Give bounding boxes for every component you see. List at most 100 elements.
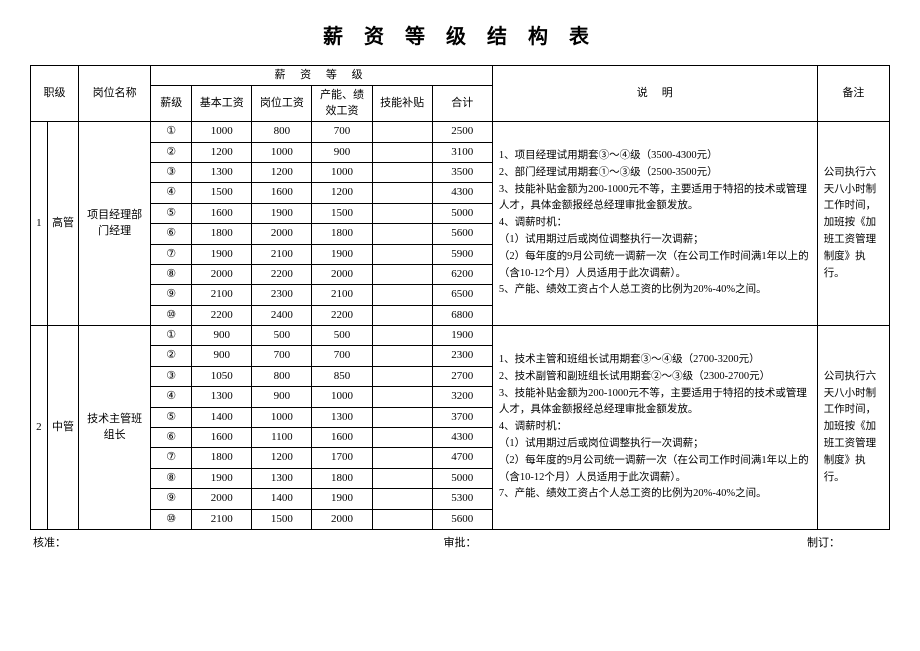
header-base: 基本工资 [192, 86, 252, 122]
cell-pos: 800 [252, 366, 312, 386]
cell-total: 3500 [432, 162, 492, 182]
cell-g: ⑥ [151, 428, 192, 448]
cell-skill [372, 407, 432, 427]
cell-skill [372, 489, 432, 509]
cell-skill [372, 428, 432, 448]
cell-total: 5300 [432, 489, 492, 509]
cell-perf: 1900 [312, 244, 372, 264]
cell-pos: 1600 [252, 183, 312, 203]
cell-pos: 1000 [252, 407, 312, 427]
cell-pos: 500 [252, 326, 312, 346]
cell-total: 5600 [432, 509, 492, 529]
cell-base: 1050 [192, 366, 252, 386]
cell-base: 1600 [192, 428, 252, 448]
cell-total: 2500 [432, 122, 492, 142]
group-desc: 1、技术主管和班组长试用期套③～④级（2700-3200元）2、技术副管和副班组… [492, 326, 817, 530]
cell-total: 5900 [432, 244, 492, 264]
cell-g: ⑨ [151, 285, 192, 305]
cell-pos: 2400 [252, 305, 312, 325]
cell-perf: 500 [312, 326, 372, 346]
cell-skill [372, 305, 432, 325]
header-desc: 说明 [492, 66, 817, 122]
cell-base: 1000 [192, 122, 252, 142]
cell-perf: 700 [312, 346, 372, 366]
cell-perf: 1000 [312, 387, 372, 407]
cell-skill [372, 448, 432, 468]
cell-base: 2200 [192, 305, 252, 325]
cell-total: 5600 [432, 224, 492, 244]
cell-pos: 1200 [252, 162, 312, 182]
cell-base: 1900 [192, 244, 252, 264]
cell-g: ③ [151, 162, 192, 182]
footer-create: 制订： [603, 532, 890, 553]
cell-pos: 2000 [252, 224, 312, 244]
cell-base: 2000 [192, 489, 252, 509]
cell-perf: 1300 [312, 407, 372, 427]
cell-total: 4300 [432, 428, 492, 448]
cell-g: ⑦ [151, 448, 192, 468]
footer-approve: 核准： [30, 532, 317, 553]
cell-skill [372, 224, 432, 244]
cell-pos: 2200 [252, 264, 312, 284]
header-skill: 技能补贴 [372, 86, 432, 122]
cell-pos: 1300 [252, 468, 312, 488]
cell-total: 1900 [432, 326, 492, 346]
cell-pos: 1000 [252, 142, 312, 162]
header-perf: 产能、绩效工资 [312, 86, 372, 122]
group-level: 中管 [47, 326, 78, 530]
header-grade: 薪级 [151, 86, 192, 122]
cell-base: 1800 [192, 448, 252, 468]
cell-total: 3200 [432, 387, 492, 407]
cell-perf: 1600 [312, 428, 372, 448]
cell-g: ⑤ [151, 407, 192, 427]
cell-g: ④ [151, 387, 192, 407]
cell-skill [372, 142, 432, 162]
cell-pos: 800 [252, 122, 312, 142]
group-position: 项目经理部门经理 [79, 122, 151, 326]
cell-g: ⑦ [151, 244, 192, 264]
cell-base: 2100 [192, 285, 252, 305]
cell-perf: 1000 [312, 162, 372, 182]
cell-skill [372, 122, 432, 142]
cell-g: ⑩ [151, 305, 192, 325]
cell-skill [372, 162, 432, 182]
cell-perf: 1900 [312, 489, 372, 509]
cell-perf: 2100 [312, 285, 372, 305]
cell-base: 2000 [192, 264, 252, 284]
cell-skill [372, 183, 432, 203]
cell-g: ⑧ [151, 468, 192, 488]
cell-perf: 1500 [312, 203, 372, 223]
cell-skill [372, 468, 432, 488]
header-position: 岗位名称 [79, 66, 151, 122]
cell-pos: 900 [252, 387, 312, 407]
cell-base: 1900 [192, 468, 252, 488]
cell-pos: 700 [252, 346, 312, 366]
cell-g: ⑧ [151, 264, 192, 284]
cell-skill [372, 326, 432, 346]
cell-pos: 2300 [252, 285, 312, 305]
cell-total: 4700 [432, 448, 492, 468]
cell-skill [372, 203, 432, 223]
cell-base: 1400 [192, 407, 252, 427]
group-num: 1 [31, 122, 48, 326]
cell-total: 5000 [432, 203, 492, 223]
cell-g: ⑥ [151, 224, 192, 244]
cell-pos: 1500 [252, 509, 312, 529]
group-level: 高管 [47, 122, 78, 326]
cell-pos: 1200 [252, 448, 312, 468]
cell-g: ③ [151, 366, 192, 386]
header-total: 合计 [432, 86, 492, 122]
cell-g: ⑨ [151, 489, 192, 509]
group-notes: 公司执行六天八小时制工作时间，加班按《加班工资管理制度》执行。 [817, 122, 889, 326]
cell-total: 3700 [432, 407, 492, 427]
cell-perf: 1800 [312, 468, 372, 488]
cell-base: 2100 [192, 509, 252, 529]
cell-skill [372, 264, 432, 284]
cell-total: 2300 [432, 346, 492, 366]
cell-skill [372, 366, 432, 386]
group-notes: 公司执行六天八小时制工作时间，加班按《加班工资管理制度》执行。 [817, 326, 889, 530]
cell-perf: 700 [312, 122, 372, 142]
group-position: 技术主管班组长 [79, 326, 151, 530]
cell-perf: 1200 [312, 183, 372, 203]
cell-total: 6500 [432, 285, 492, 305]
